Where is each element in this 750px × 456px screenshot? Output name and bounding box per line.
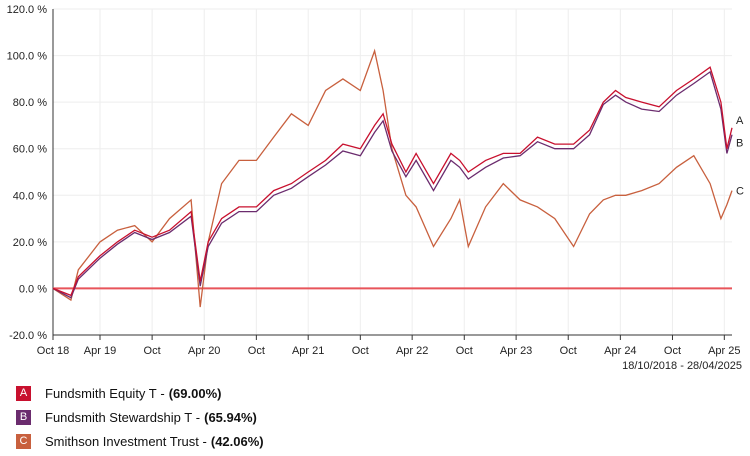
legend-badge-a: A xyxy=(16,385,31,401)
legend: A Fundsmith Equity T - (69.00%) B Fundsm… xyxy=(16,381,264,453)
y-tick-label: 40.0 % xyxy=(13,190,47,202)
x-tick-label: Apr 24 xyxy=(604,345,636,357)
legend-name-c: Smithson Investment Trust xyxy=(45,433,199,449)
legend-badge-b: B xyxy=(16,409,31,425)
x-tick-label: Oct xyxy=(456,345,473,357)
x-tick-label: Apr 20 xyxy=(188,345,220,357)
y-tick-label: 0.0 % xyxy=(19,283,47,295)
series-line-a xyxy=(52,66,733,297)
y-tick-label: 100.0 % xyxy=(7,51,48,63)
y-tick-label: 20.0 % xyxy=(13,237,47,249)
x-tick-label: Apr 21 xyxy=(292,345,324,357)
line-chart: 120.0 % 100.0 % 80.0 % 60.0 % 40.0 % 20.0 % 0.… xyxy=(7,4,744,357)
legend-name-a: Fundsmith Equity T xyxy=(45,385,157,401)
x-tick-label: Oct xyxy=(664,345,681,357)
series-line-b xyxy=(52,70,733,299)
legend-badge-c: C xyxy=(16,433,31,449)
legend-item-a[interactable]: A Fundsmith Equity T - (69.00%) xyxy=(16,381,264,405)
x-tick-label: Oct xyxy=(248,345,265,357)
x-tick-label: Oct xyxy=(352,345,369,357)
legend-item-b[interactable]: B Fundsmith Stewardship T - (65.94%) xyxy=(16,405,264,429)
x-tick-label: Apr 22 xyxy=(396,345,428,357)
x-tick-label: Oct 18 xyxy=(37,345,69,357)
series-end-label-b: B xyxy=(736,138,743,150)
x-tick-label: Oct xyxy=(144,345,161,357)
x-tick-label: Apr 25 xyxy=(708,345,740,357)
x-tick-label: Apr 23 xyxy=(500,345,532,357)
x-tick-label: Oct xyxy=(560,345,577,357)
legend-total-c: (42.06%) xyxy=(210,433,264,449)
legend-total-b: (65.94%) xyxy=(204,409,257,425)
x-tick-label: Apr 19 xyxy=(84,345,116,357)
series-line-c xyxy=(52,48,733,308)
y-tick-label: 120.0 % xyxy=(7,4,48,16)
y-tick-label: 80.0 % xyxy=(13,97,47,109)
series-end-label-c: C xyxy=(736,186,744,198)
y-tick-label: -20.0 % xyxy=(9,330,47,342)
legend-item-c[interactable]: C Smithson Investment Trust - (42.06%) xyxy=(16,429,264,453)
y-tick-label: 60.0 % xyxy=(13,144,47,156)
series-end-label-a: A xyxy=(736,115,744,127)
date-range-label: 18/10/2018 - 28/04/2025 xyxy=(622,360,742,372)
legend-name-b: Fundsmith Stewardship T xyxy=(45,409,193,425)
legend-total-a: (69.00%) xyxy=(168,385,222,401)
